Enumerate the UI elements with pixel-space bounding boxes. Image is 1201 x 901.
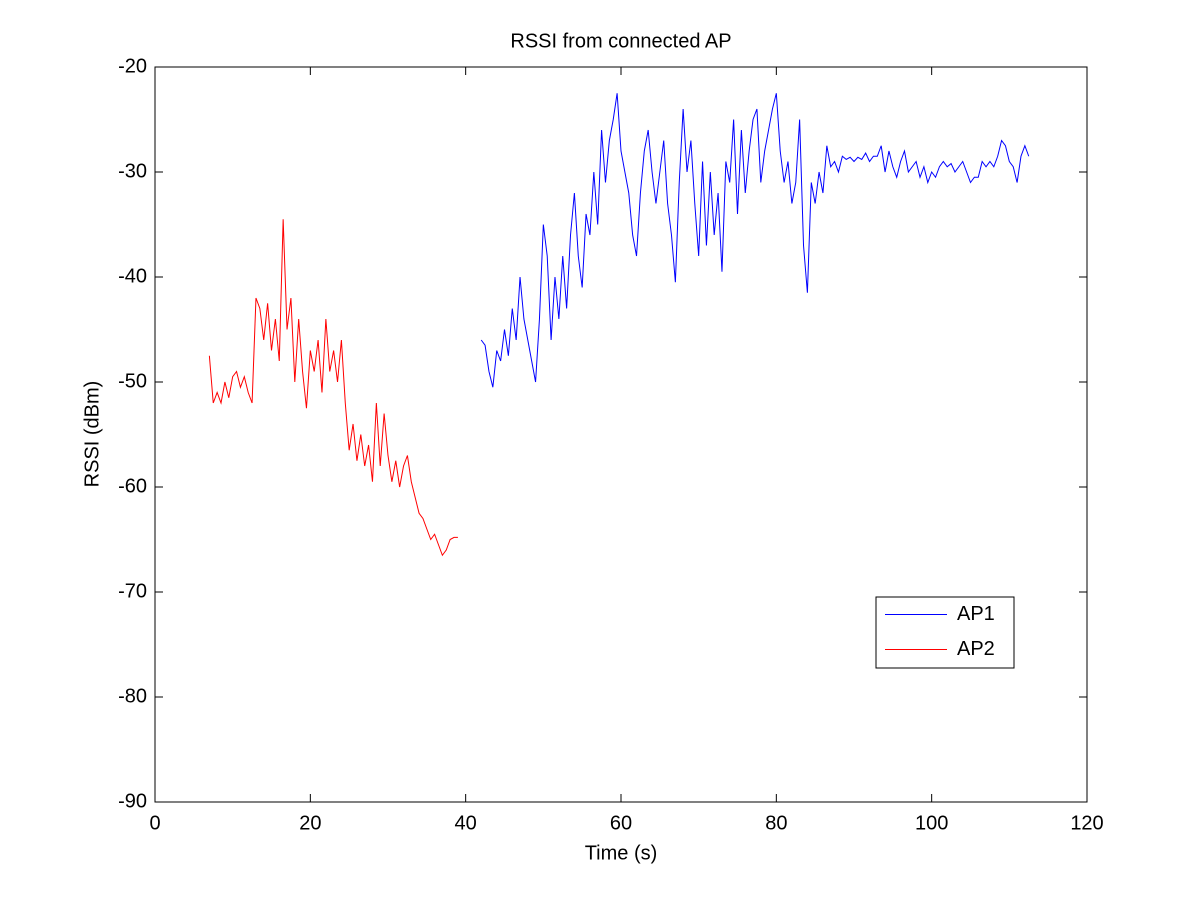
chart-title: RSSI from connected AP	[510, 30, 731, 52]
y-tick-label: -20	[118, 55, 147, 77]
y-tick-label: -70	[118, 580, 147, 602]
y-tick-label: -50	[118, 370, 147, 392]
x-tick-label: 120	[1070, 812, 1103, 834]
plot-area	[154, 66, 1088, 803]
x-tick-label: 40	[455, 812, 477, 834]
x-tick-label: 60	[610, 812, 632, 834]
y-tick-label: -40	[118, 265, 147, 287]
y-axis-label: RSSI (dBm)	[81, 381, 103, 488]
series-line	[480, 93, 1030, 388]
legend-label: AP2	[957, 638, 995, 660]
y-tick-label: -30	[118, 160, 147, 182]
y-tick-label: -60	[118, 475, 147, 497]
x-tick-label: 80	[765, 812, 787, 834]
y-tick-label: -90	[118, 790, 147, 812]
legend-box	[875, 596, 1015, 669]
x-tick-label: 20	[299, 812, 321, 834]
series-line	[208, 219, 458, 557]
x-axis-label: Time (s)	[585, 842, 658, 864]
x-tick-label: 0	[149, 812, 160, 834]
legend-label: AP1	[957, 603, 995, 625]
y-tick-label: -80	[118, 685, 147, 707]
x-tick-label: 100	[915, 812, 948, 834]
